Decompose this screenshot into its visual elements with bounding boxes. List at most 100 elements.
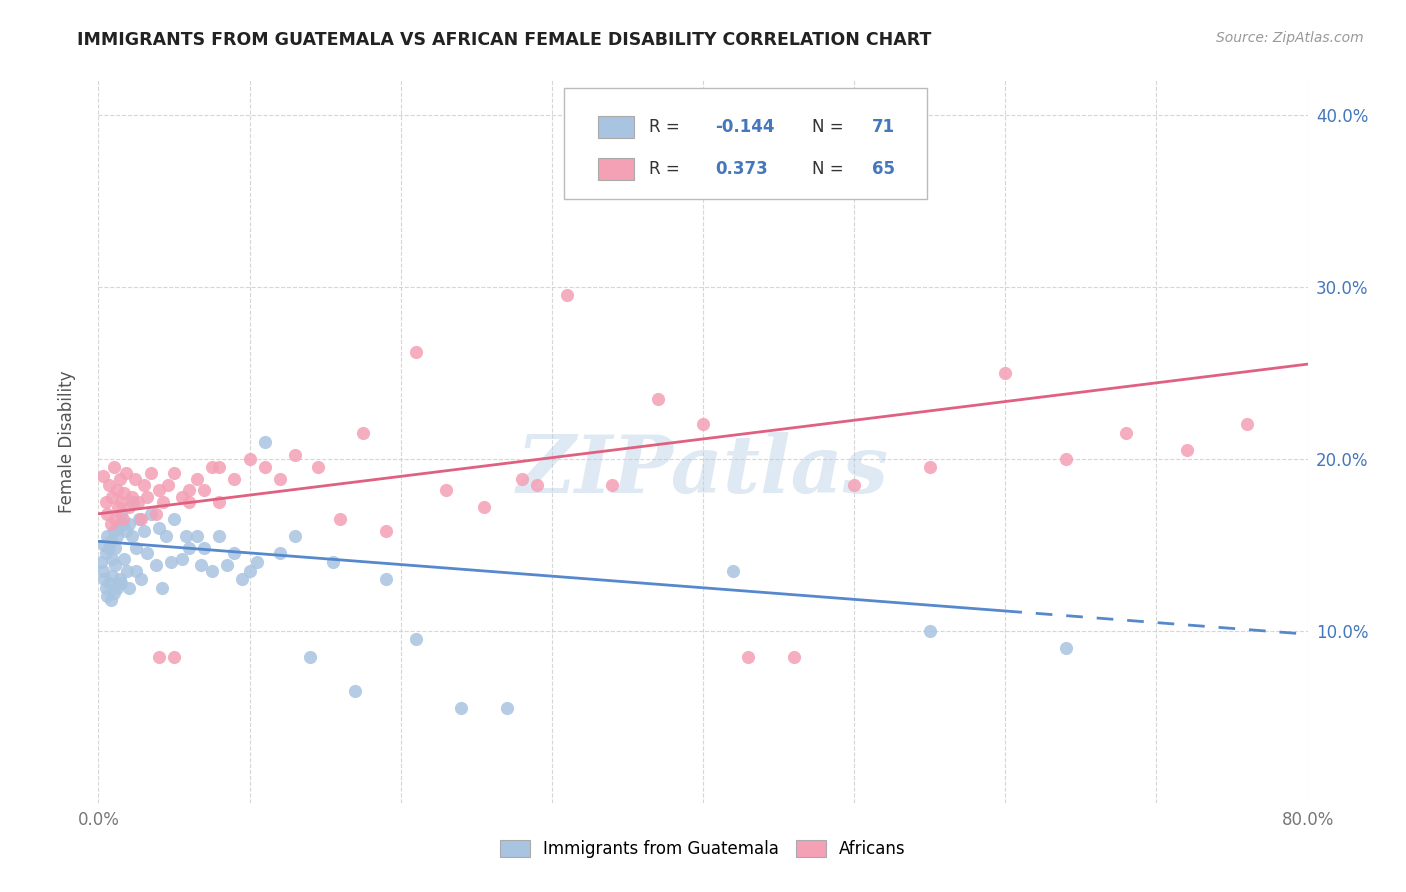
Point [434,483,457,497]
Point [692,417,714,432]
Point [1236,417,1258,432]
Point [201,460,224,475]
Point [190,558,212,573]
Point [193,483,215,497]
Point [1054,640,1077,655]
Point [150,581,173,595]
Point [174,529,197,543]
Point [179,541,201,556]
Point [98,575,121,590]
Point [647,392,669,406]
Point [107,520,129,534]
Point [103,524,125,538]
Point [125,541,148,556]
Point [93,538,115,552]
Point [129,572,152,586]
Point [269,546,291,560]
Point [104,558,127,573]
Point [125,564,148,578]
Point [107,500,129,514]
Point [208,494,231,508]
Point [170,551,193,566]
Point [193,541,215,556]
Point [91,469,114,483]
Point [101,568,124,582]
FancyBboxPatch shape [564,87,927,200]
Point [96,590,118,604]
Point [141,466,163,480]
Point [121,490,143,504]
Point [121,529,143,543]
Point [112,551,135,566]
Point [110,507,132,521]
Point [101,551,124,566]
Point [155,529,177,543]
Point [163,512,186,526]
Point [918,624,941,638]
Point [132,524,155,538]
Point [110,575,132,590]
Point [405,632,427,647]
Point [783,649,806,664]
Point [91,564,114,578]
Point [128,512,150,526]
Point [253,434,276,449]
Point [495,701,517,715]
Point [224,546,246,560]
Point [105,483,128,497]
Point [94,581,117,595]
Point [215,558,238,573]
Point [105,529,128,543]
Point [253,460,276,475]
Point [374,572,396,586]
Point [118,517,141,532]
Point [111,512,134,526]
Point [114,466,136,480]
Point [114,524,136,538]
Point [104,541,127,556]
Point [555,288,578,302]
Point [163,466,186,480]
Point [135,546,157,560]
Text: 65: 65 [872,161,896,178]
Text: R =: R = [648,161,690,178]
Point [111,517,134,532]
FancyBboxPatch shape [598,117,634,138]
Point [602,477,624,491]
Point [224,472,246,486]
Point [112,486,135,500]
Text: 71: 71 [872,119,896,136]
Point [100,517,122,532]
Point [160,555,183,569]
Point [322,555,344,569]
Text: Source: ZipAtlas.com: Source: ZipAtlas.com [1216,31,1364,45]
Point [201,564,224,578]
Point [96,529,118,543]
Point [329,512,352,526]
Point [179,483,201,497]
Point [152,494,174,508]
Point [918,460,941,475]
Point [723,564,745,578]
Text: IMMIGRANTS FROM GUATEMALA VS AFRICAN FEMALE DISABILITY CORRELATION CHART: IMMIGRANTS FROM GUATEMALA VS AFRICAN FEM… [77,31,932,49]
Point [93,572,115,586]
Point [98,541,121,556]
Point [110,494,132,508]
Point [145,558,167,573]
Point [148,649,170,664]
Point [103,586,125,600]
Point [124,472,146,486]
Text: N =: N = [811,161,849,178]
Point [231,572,253,586]
Text: 0.373: 0.373 [716,161,768,178]
Point [405,345,427,359]
Point [105,581,128,595]
Point [284,529,307,543]
Point [129,512,152,526]
Point [118,500,141,514]
Point [1054,451,1077,466]
Point [239,451,262,466]
Point [844,477,866,491]
Point [141,507,163,521]
Point [994,366,1017,380]
